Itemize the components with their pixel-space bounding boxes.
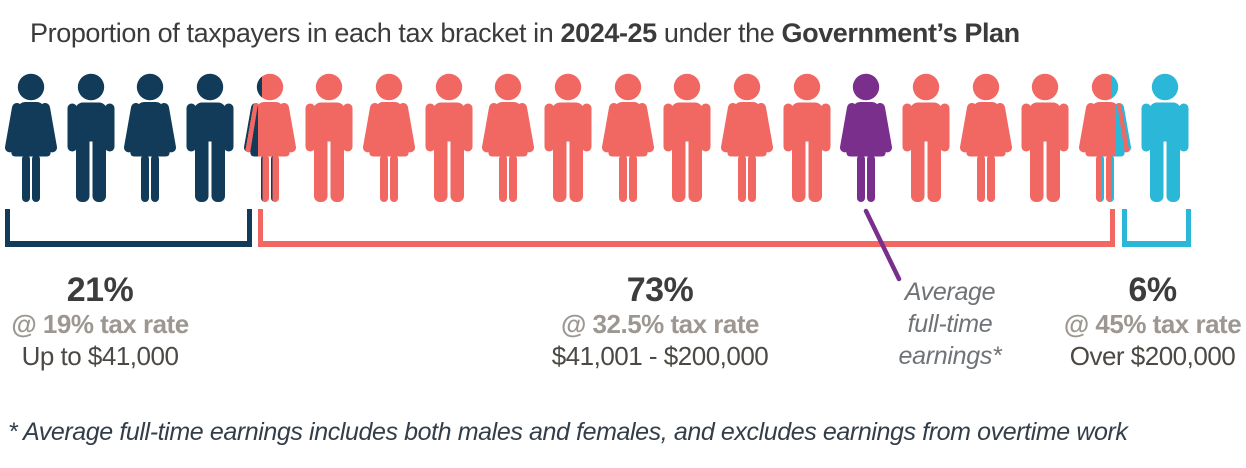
annotation-line-2: full-time bbox=[907, 310, 993, 338]
person-figure-male bbox=[421, 73, 477, 203]
person-figure-female bbox=[838, 73, 894, 203]
bracket-32pct-tax-rate bbox=[258, 209, 1115, 247]
average-earnings-annotation: Average full-time earnings* bbox=[845, 276, 1055, 372]
tax-rate-19: @ 19% tax rate bbox=[11, 309, 189, 339]
person-figure-male bbox=[301, 73, 357, 203]
label-block-19pct: 21% @ 19% tax rate Up to $41,000 bbox=[0, 272, 200, 372]
person-figure-male bbox=[659, 73, 715, 203]
person-figure-female bbox=[122, 73, 178, 203]
person-figure-female bbox=[480, 73, 536, 203]
title-prefix: Proportion of taxpayers in each tax brac… bbox=[30, 18, 561, 48]
person-figure-male bbox=[1137, 73, 1193, 203]
figure-row bbox=[3, 73, 1193, 203]
person-figure-female bbox=[1077, 73, 1133, 203]
person-figure-male bbox=[898, 73, 954, 203]
person-figure-female bbox=[600, 73, 656, 203]
person-figure-female bbox=[3, 73, 59, 203]
income-range-19: Up to $41,000 bbox=[21, 341, 179, 371]
title-plan: Government’s Plan bbox=[781, 18, 1021, 48]
annotation-line-3: earnings* bbox=[898, 342, 1002, 370]
person-figure-female bbox=[958, 73, 1014, 203]
tax-rate-32: @ 32.5% tax rate bbox=[560, 309, 760, 339]
person-figure-male bbox=[63, 73, 119, 203]
bracket-19pct-tax-rate bbox=[5, 209, 252, 247]
person-figure-female bbox=[242, 73, 298, 203]
person-figure-female bbox=[361, 73, 417, 203]
person-figure-female bbox=[719, 73, 775, 203]
pct-value-19: 21% bbox=[66, 271, 134, 309]
pct-value-45: 6% bbox=[1128, 271, 1177, 309]
pct-value-32: 73% bbox=[626, 271, 694, 309]
person-figure-male bbox=[540, 73, 596, 203]
label-block-45pct: 6% @ 45% tax rate Over $200,000 bbox=[1050, 272, 1246, 372]
tax-rate-45: @ 45% tax rate bbox=[1063, 309, 1242, 339]
chart-title: Proportion of taxpayers in each tax brac… bbox=[30, 16, 1020, 50]
footnote: * Average full-time earnings includes bo… bbox=[8, 418, 1128, 446]
title-year: 2024-25 bbox=[560, 18, 658, 48]
income-range-32: $41,001 - $200,000 bbox=[551, 341, 769, 371]
bracket-45pct-tax-rate bbox=[1122, 209, 1191, 247]
title-middle: under the bbox=[656, 18, 782, 48]
label-block-32pct: 73% @ 32.5% tax rate $41,001 - $200,000 bbox=[505, 272, 815, 372]
annotation-line-1: Average bbox=[904, 278, 996, 306]
person-figure-male bbox=[779, 73, 835, 203]
person-figure-male bbox=[182, 73, 238, 203]
income-range-45: Over $200,000 bbox=[1069, 341, 1236, 371]
person-figure-male bbox=[1017, 73, 1073, 203]
